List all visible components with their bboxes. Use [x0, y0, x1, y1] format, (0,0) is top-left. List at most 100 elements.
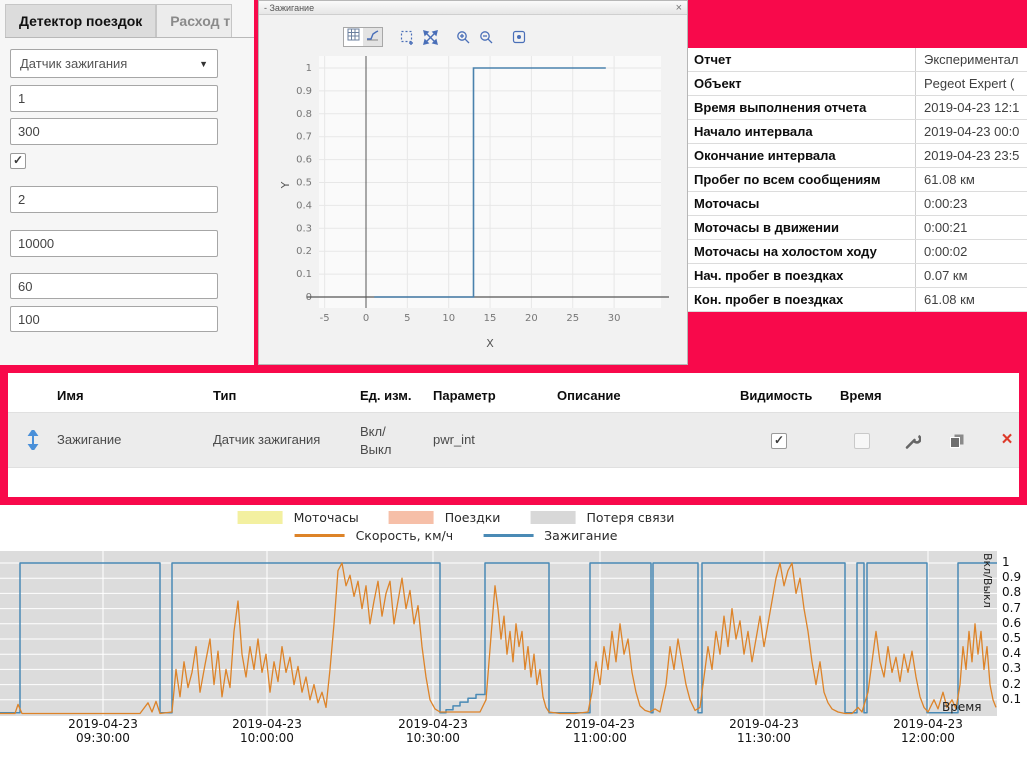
svg-text:25: 25	[566, 313, 579, 324]
svg-text:X: X	[486, 337, 494, 350]
svg-text:15: 15	[484, 313, 497, 324]
legend-swatch	[237, 511, 283, 524]
report-row-value: 2019-04-23 00:0	[924, 124, 1020, 139]
chart-view-button[interactable]	[363, 28, 382, 46]
svg-text:20: 20	[525, 313, 538, 324]
y-tick-label: 0.8	[1002, 585, 1022, 600]
report-row: Отчет Экспериментал	[688, 48, 1027, 72]
right-axis-label: Вкл/Выкл	[981, 553, 994, 608]
svg-text:0.2: 0.2	[296, 246, 312, 257]
timeline-chart[interactable]	[0, 551, 997, 716]
numeric-input-2[interactable]	[10, 118, 218, 145]
tab-trip-detector[interactable]: Детектор поездок	[5, 4, 157, 37]
numeric-input-4[interactable]	[10, 230, 218, 257]
report-row: Кон. пробег в поездках 61.08 км	[688, 288, 1027, 312]
report-row-label: Пробег по всем сообщениям	[688, 168, 916, 191]
legend-label: Моточасы	[293, 510, 359, 525]
numeric-input-3[interactable]	[10, 186, 218, 213]
x-tick-label: 2019-04-23 10:30:00	[398, 717, 468, 745]
ignition-step-chart[interactable]: -505101520253000.10.20.30.40.50.60.70.80…	[259, 49, 687, 365]
timeline-chart-area: Моточасы Поездки Потеря связи Скорость, км…	[0, 505, 1027, 768]
report-row-label: Моточасы в движении	[688, 216, 916, 239]
numeric-input-5[interactable]	[10, 273, 218, 299]
sensor-row[interactable]: Зажигание Датчик зажигания Вкл/Выкл pwr_…	[8, 412, 1019, 468]
report-row-label: Моточасы	[688, 192, 916, 215]
detector-checkbox[interactable]: ✓	[10, 153, 26, 169]
sensor-name: Зажигание	[57, 432, 122, 447]
report-row-label: Начало интервала	[688, 120, 916, 143]
legend-item: Потеря связи	[530, 510, 704, 525]
chart-toolbar	[343, 26, 534, 48]
sensor-parameter: pwr_int	[433, 432, 475, 447]
legend-label: Потеря связи	[586, 510, 675, 525]
svg-text:30: 30	[608, 313, 621, 324]
y-tick-label: 0.2	[1002, 676, 1022, 691]
time-checkbox[interactable]	[854, 433, 870, 449]
close-icon[interactable]: ×	[675, 1, 682, 14]
report-row: Пробег по всем сообщениям 61.08 км	[688, 168, 1027, 192]
zoom-out-icon[interactable]	[478, 29, 494, 45]
x-axis-label: Время	[942, 700, 982, 714]
wrench-icon[interactable]	[903, 432, 921, 450]
report-row-value: 61.08 км	[924, 292, 975, 307]
x-tick-label: 2019-04-23 09:30:00	[68, 717, 138, 745]
reset-view-icon[interactable]	[511, 29, 527, 45]
y-tick-label: 0.5	[1002, 631, 1022, 645]
pan-arrows-icon[interactable]	[422, 29, 438, 45]
legend-item: Моточасы	[237, 510, 389, 525]
delete-icon[interactable]: ×	[1001, 429, 1013, 450]
column-header: Видимость	[740, 388, 813, 403]
column-header: Время	[840, 388, 882, 403]
legend-row-series: Скорость, км/ч Зажигание	[294, 528, 648, 543]
sensors-table: Имя Тип Ед. изм. Параметр Описание Видимость В…	[8, 373, 1019, 497]
svg-text:0.4: 0.4	[296, 200, 312, 211]
legend-row-intervals: Моточасы Поездки Потеря связи	[237, 510, 705, 525]
numeric-input-6[interactable]	[10, 306, 218, 332]
trip-detector-panel: Детектор поездок Расход т Датчик зажиган…	[0, 0, 254, 365]
report-row-label: Отчет	[688, 48, 916, 71]
report-row-label: Моточасы на холостом ходу	[688, 240, 916, 263]
svg-text:0.8: 0.8	[296, 109, 312, 120]
svg-text:0.6: 0.6	[296, 155, 312, 166]
legend-label: Зажигание	[544, 528, 618, 543]
ignition-sensor-select[interactable]: Датчик зажигания ▼	[10, 49, 218, 78]
x-tick-label: 2019-04-23 10:00:00	[232, 717, 302, 745]
report-row-value: 0:00:02	[924, 244, 968, 259]
chart-window-title: - Зажигание	[264, 2, 315, 13]
svg-text:0.3: 0.3	[296, 223, 312, 234]
legend-item: Зажигание	[483, 528, 647, 543]
chart-window-titlebar[interactable]: - Зажигание ×	[259, 1, 687, 15]
numeric-input-1[interactable]	[10, 85, 218, 112]
report-row-value: Pegeot Expert (	[924, 76, 1015, 91]
copy-icon[interactable]	[948, 432, 966, 450]
zoom-in-icon[interactable]	[455, 29, 471, 45]
legend-swatch	[388, 511, 434, 524]
report-row: Моточасы 0:00:23	[688, 192, 1027, 216]
x-tick-label: 2019-04-23 11:00:00	[565, 717, 635, 745]
table-view-button[interactable]	[344, 28, 363, 46]
legend-item: Скорость, км/ч	[294, 528, 484, 543]
column-header: Тип	[213, 388, 237, 403]
legend-swatch	[530, 511, 576, 524]
drag-updown-icon[interactable]	[24, 430, 42, 450]
y-tick-label: 0.4	[1002, 646, 1022, 661]
report-statistics-table: Отчет Экспериментал Объект Pegeot Expert (В…	[688, 48, 1027, 312]
y-tick-label: 0.6	[1002, 615, 1022, 630]
view-toggle-group	[343, 27, 383, 47]
zoom-select-icon[interactable]	[399, 29, 415, 45]
report-row-value: 2019-04-23 23:5	[924, 148, 1020, 163]
x-tick-label: 2019-04-23 12:00:00	[893, 717, 963, 745]
report-row-value: 2019-04-23 12:1	[924, 100, 1020, 115]
visibility-checkbox[interactable]: ✓	[771, 433, 787, 449]
report-row-label: Окончание интервала	[688, 144, 916, 167]
svg-text:0.5: 0.5	[296, 178, 312, 189]
legend-swatch	[294, 534, 345, 537]
chevron-down-icon: ▼	[199, 58, 208, 69]
report-row-label: Кон. пробег в поездках	[688, 288, 916, 311]
tab-fuel-consumption[interactable]: Расход т	[156, 4, 233, 37]
report-row: Начало интервала 2019-04-23 00:0	[688, 120, 1027, 144]
table-view-icon	[347, 28, 360, 46]
report-row: Моточасы на холостом ходу 0:00:02	[688, 240, 1027, 264]
report-row: Время выполнения отчета 2019-04-23 12:1	[688, 96, 1027, 120]
